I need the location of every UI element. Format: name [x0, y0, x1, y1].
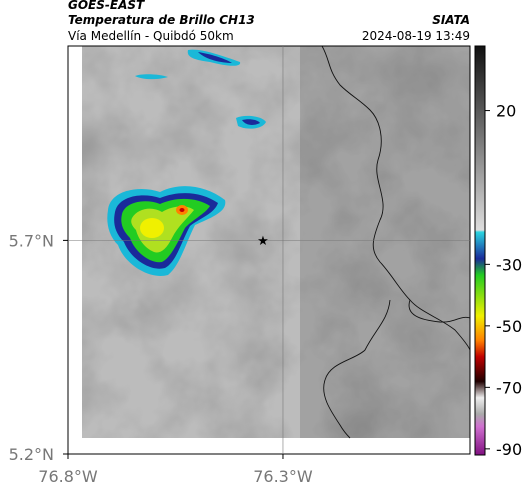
datetime: 2024-08-19 13:49	[362, 29, 470, 43]
source: SIATA	[432, 13, 470, 27]
colorbar-tick-label: -70	[496, 378, 522, 397]
location-marker: ★	[257, 234, 269, 249]
y-tick-label: 5.7°N	[9, 231, 54, 250]
map-frame	[67, 45, 471, 455]
subtitle: Temperatura de Brillo CH13	[68, 13, 255, 27]
x-tick-label: 76.8°W	[38, 467, 98, 486]
border	[321, 45, 471, 439]
satellite-image	[82, 45, 471, 439]
y-tick-label: 5.2°N	[9, 445, 54, 464]
colorbar-tick-label: 20	[496, 102, 516, 121]
colorbar-tick-label: -30	[496, 255, 522, 274]
colorbar	[474, 45, 486, 456]
x-tick-label: 76.3°W	[253, 467, 313, 486]
convective-cell	[107, 186, 226, 276]
colorbar-tick-label: -50	[496, 317, 522, 336]
route: Vía Medellín - Quibdó 50km	[68, 29, 234, 43]
title: GOES-EAST	[68, 0, 145, 12]
colorbar-tick-label: -90	[496, 440, 522, 459]
